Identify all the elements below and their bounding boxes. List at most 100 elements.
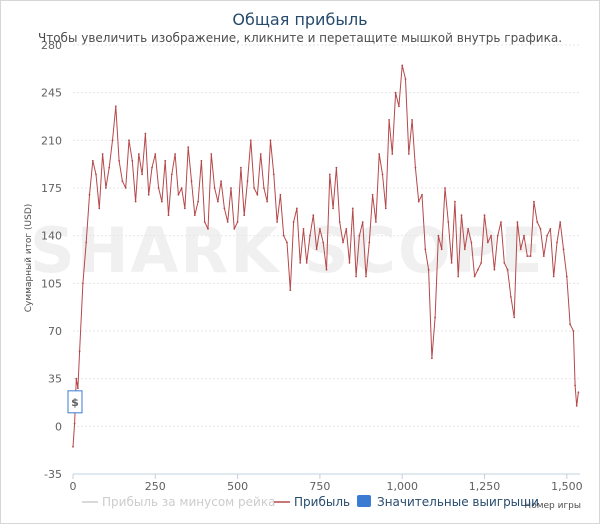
data-point[interactable]: [574, 384, 576, 387]
data-point[interactable]: [266, 200, 269, 203]
data-point[interactable]: [562, 248, 565, 251]
data-point[interactable]: [114, 105, 117, 108]
data-point[interactable]: [187, 146, 190, 149]
data-point[interactable]: [207, 228, 209, 230]
data-point[interactable]: [381, 173, 384, 176]
data-point[interactable]: [315, 248, 318, 251]
data-point[interactable]: [276, 221, 278, 223]
data-point[interactable]: [388, 119, 390, 121]
data-point[interactable]: [539, 228, 542, 230]
data-point[interactable]: [203, 221, 206, 223]
data-point[interactable]: [88, 193, 91, 196]
data-point[interactable]: [249, 139, 252, 142]
data-point[interactable]: [351, 207, 354, 210]
data-point[interactable]: [414, 166, 417, 169]
data-point[interactable]: [335, 166, 338, 169]
data-point[interactable]: [128, 139, 130, 142]
data-point[interactable]: [526, 255, 529, 257]
data-point[interactable]: [111, 139, 114, 142]
data-point[interactable]: [302, 228, 305, 230]
data-point[interactable]: [463, 248, 466, 251]
data-point[interactable]: [282, 234, 285, 237]
data-point[interactable]: [223, 207, 226, 210]
data-point[interactable]: [292, 221, 295, 223]
data-point[interactable]: [556, 241, 558, 244]
data-point[interactable]: [358, 234, 361, 237]
data-point[interactable]: [131, 159, 134, 162]
data-point[interactable]: [575, 405, 578, 407]
data-point[interactable]: [577, 391, 580, 394]
data-point[interactable]: [269, 139, 272, 142]
data-point[interactable]: [565, 275, 568, 278]
data-point[interactable]: [164, 159, 167, 162]
data-point[interactable]: [243, 214, 246, 217]
data-point[interactable]: [371, 193, 374, 196]
data-point[interactable]: [460, 214, 463, 217]
data-point[interactable]: [398, 105, 400, 108]
data-point[interactable]: [365, 275, 367, 278]
data-point[interactable]: [137, 153, 140, 155]
data-point[interactable]: [342, 241, 344, 244]
data-point[interactable]: [121, 180, 124, 183]
data-point[interactable]: [503, 262, 506, 264]
data-point[interactable]: [394, 91, 397, 94]
data-point[interactable]: [256, 193, 259, 196]
data-point[interactable]: [161, 200, 163, 203]
flag-layer[interactable]: $: [67, 390, 83, 414]
data-point[interactable]: [325, 268, 328, 271]
data-point[interactable]: [105, 187, 107, 189]
data-point[interactable]: [490, 234, 492, 237]
data-point[interactable]: [391, 153, 394, 155]
data-point[interactable]: [77, 387, 79, 390]
data-point[interactable]: [312, 214, 315, 217]
data-point[interactable]: [421, 193, 423, 196]
data-point[interactable]: [483, 214, 486, 217]
data-point[interactable]: [519, 248, 522, 251]
data-point[interactable]: [170, 173, 173, 176]
big-win-flag[interactable]: [67, 390, 83, 414]
data-point[interactable]: [569, 323, 571, 326]
data-point[interactable]: [75, 377, 78, 380]
data-point[interactable]: [233, 228, 236, 230]
data-point[interactable]: [210, 153, 213, 155]
data-point[interactable]: [378, 153, 381, 155]
data-point[interactable]: [506, 268, 509, 271]
data-point[interactable]: [348, 262, 351, 264]
data-point[interactable]: [355, 275, 357, 278]
data-point[interactable]: [72, 445, 74, 448]
data-point[interactable]: [338, 221, 341, 223]
data-point[interactable]: [546, 234, 548, 237]
series-layer[interactable]: [72, 64, 580, 448]
data-point[interactable]: [305, 262, 308, 264]
data-point[interactable]: [440, 248, 443, 251]
data-point[interactable]: [289, 289, 292, 291]
legend-item[interactable]: Значительные выигрыши: [357, 495, 539, 509]
data-point[interactable]: [118, 159, 120, 162]
data-point[interactable]: [493, 268, 496, 271]
data-point[interactable]: [427, 268, 430, 271]
data-point[interactable]: [361, 221, 364, 223]
data-point[interactable]: [473, 275, 476, 278]
data-point[interactable]: [332, 207, 334, 210]
data-point[interactable]: [154, 153, 157, 155]
data-point[interactable]: [190, 180, 193, 183]
data-point[interactable]: [437, 234, 440, 237]
data-point[interactable]: [529, 255, 532, 257]
data-point[interactable]: [384, 207, 387, 210]
data-point[interactable]: [480, 262, 483, 264]
data-point[interactable]: [431, 357, 433, 360]
data-point[interactable]: [167, 214, 170, 217]
data-point[interactable]: [286, 241, 288, 244]
data-point[interactable]: [411, 119, 413, 121]
data-point[interactable]: [246, 180, 249, 183]
data-point[interactable]: [542, 255, 545, 257]
data-point[interactable]: [272, 173, 275, 176]
data-point[interactable]: [184, 207, 186, 210]
data-point[interactable]: [151, 166, 153, 169]
data-point[interactable]: [157, 187, 160, 189]
data-point[interactable]: [467, 228, 469, 230]
data-point[interactable]: [296, 207, 298, 210]
data-point[interactable]: [424, 248, 427, 251]
data-point[interactable]: [536, 221, 539, 223]
